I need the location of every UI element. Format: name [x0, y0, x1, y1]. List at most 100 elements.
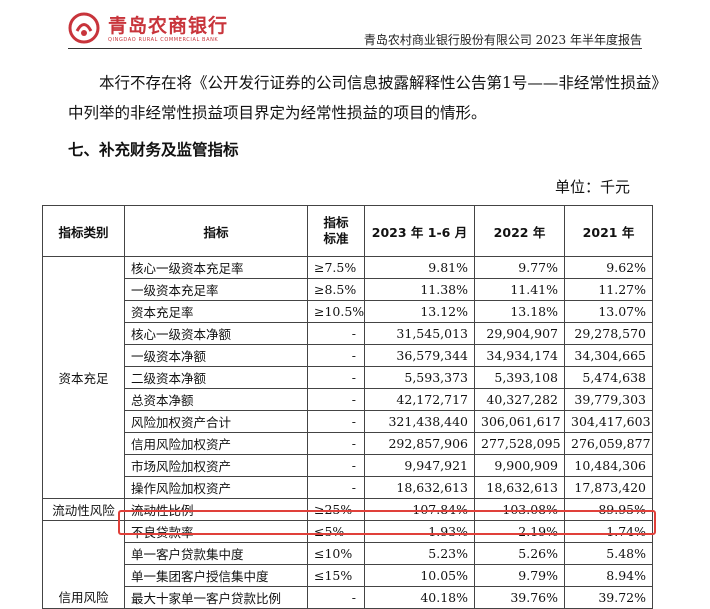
value-2021-cell: 13.07% [564, 300, 653, 323]
header-2022: 2022 年 [474, 205, 565, 257]
value-2023-cell: 1.93% [364, 520, 475, 543]
indicator-cell: 总资本净额 [124, 388, 308, 411]
indicator-cell: 操作风险加权资产 [124, 476, 308, 499]
npl-ratio-highlight [118, 510, 656, 535]
value-2023-cell: 9,947,921 [364, 454, 475, 477]
value-2022-cell: 277,528,095 [474, 432, 565, 455]
unit-label: 单位：千元 [555, 178, 631, 196]
paragraph-line-1: 本行不存在将《公开发行证券的公司信息披露解释性公告第1号——非经常性损益》 [99, 74, 667, 92]
header-divider [68, 48, 642, 49]
value-2021-cell: 39.72% [564, 586, 653, 609]
table-row: 流动性风险 流动性比例 ≥25% 107.84% 103.08% 89.95% [42, 498, 653, 521]
indicator-cell: 最大十家单一客户贷款比例 [124, 586, 308, 609]
value-2023-cell: 31,545,013 [364, 322, 475, 345]
header-standard-text: 指标 标准 [323, 215, 349, 246]
value-2021-cell: 9.62% [564, 256, 653, 279]
bank-logo: 青岛农商银行 QINGDAO RURAL COMMERCIAL BANK [68, 10, 268, 46]
value-2022-cell: 39.76% [474, 586, 565, 609]
category-liquidity: 流动性风险 [42, 498, 125, 521]
standard-cell: - [307, 410, 365, 433]
standard-cell: - [307, 322, 365, 345]
value-2021-cell: 5.48% [564, 542, 653, 565]
indicator-cell: 资本充足率 [124, 300, 308, 323]
standard-cell: - [307, 388, 365, 411]
table-row: 核心一级资本净额 - 31,545,013 29,904,907 29,278,… [43, 322, 653, 345]
table-row: 总资本净额 - 42,172,717 40,327,282 39,779,303 [43, 388, 653, 411]
indicator-cell: 二级资本净额 [124, 366, 308, 389]
value-2022-cell: 34,934,174 [474, 344, 565, 367]
value-2023-cell: 9.81% [364, 256, 475, 279]
header-2023h1: 2023 年 1-6 月 [364, 205, 475, 257]
table-row: 一级资本充足率 ≥8.5% 11.38% 11.41% 11.27% [43, 278, 653, 301]
value-2021-cell: 17,873,420 [564, 476, 653, 499]
value-2022-cell: 9.79% [474, 564, 565, 587]
table-row: 市场风险加权资产 - 9,947,921 9,900,909 10,484,30… [43, 454, 653, 477]
section-title: 七、补充财务及监管指标 [68, 141, 239, 159]
value-2021-cell: 39,779,303 [564, 388, 653, 411]
value-2021-cell: 29,278,570 [564, 322, 653, 345]
value-2022-cell: 5,393,108 [474, 366, 565, 389]
indicator-cell: 一级资本净额 [124, 344, 308, 367]
standard-cell: - [307, 586, 365, 609]
table-row: 风险加权资产合计 - 321,438,440 306,061,617 304,4… [43, 410, 653, 433]
value-2022-cell: 40,327,282 [474, 388, 565, 411]
value-2022-cell: 29,904,907 [474, 322, 565, 345]
indicator-cell: 核心一级资本净额 [124, 322, 308, 345]
value-2021-cell: 11.27% [564, 278, 653, 301]
value-2022-cell: 103.08% [474, 498, 565, 521]
value-2022-cell: 306,061,617 [474, 410, 565, 433]
table-row: 资本充足率 ≥10.5% 13.12% 13.18% 13.07% [43, 300, 653, 323]
logo-chinese-name: 青岛农商银行 [108, 15, 229, 37]
value-2021-cell: 5,474,638 [564, 366, 653, 389]
standard-cell: - [307, 366, 365, 389]
header-standard: 指标 标准 [307, 205, 365, 257]
value-2023-cell: 18,632,613 [364, 476, 475, 499]
value-2023-cell: 5.23% [364, 542, 475, 565]
header-indicator: 指标 [124, 205, 308, 257]
value-2023-cell: 13.12% [364, 300, 475, 323]
value-2023-cell: 292,857,906 [364, 432, 475, 455]
value-2023-cell: 42,172,717 [364, 388, 475, 411]
table-row: 信用风险 不良贷款率 ≤5% 1.93% 2.19% 1.74% [42, 520, 653, 609]
supplementary-indicators-table: 指标类别 指标 指标 标准 2023 年 1-6 月 2022 年 2021 年… [42, 205, 653, 609]
value-2021-cell: 10,484,306 [564, 454, 653, 477]
value-2021-cell: 8.94% [564, 564, 653, 587]
value-2023-cell: 5,593,373 [364, 366, 475, 389]
value-2023-cell: 36,579,344 [364, 344, 475, 367]
value-2021-cell: 34,304,665 [564, 344, 653, 367]
table-row: 一级资本净额 - 36,579,344 34,934,174 34,304,66… [43, 344, 653, 367]
value-2022-cell: 9,900,909 [474, 454, 565, 477]
header-category: 指标类别 [42, 205, 125, 257]
table-row: 二级资本净额 - 5,593,373 5,393,108 5,474,638 [43, 366, 653, 389]
indicator-cell: 单一客户贷款集中度 [124, 542, 308, 565]
standard-cell: - [307, 454, 365, 477]
table-header-row: 指标类别 指标 指标 标准 2023 年 1-6 月 2022 年 2021 年 [42, 205, 653, 257]
standard-cell: - [307, 432, 365, 455]
indicator-cell: 信用风险加权资产 [124, 432, 308, 455]
value-2023-cell: 40.18% [364, 586, 475, 609]
indicator-cell: 一级资本充足率 [124, 278, 308, 301]
category-capital: 资本充足 [42, 256, 125, 499]
page-header: 青岛农商银行 QINGDAO RURAL COMMERCIAL BANK 青岛农… [0, 0, 710, 52]
table-row: 最大十家单一客户贷款比例 - 40.18% 39.76% 39.72% [43, 586, 653, 609]
value-2023-cell: 11.38% [364, 278, 475, 301]
standard-cell: - [307, 476, 365, 499]
table-row: 资本充足 核心一级资本充足率 ≥7.5% 9.81% 9.77% 9.62% [42, 256, 653, 499]
report-title: 青岛农村商业银行股份有限公司 2023 年半年度报告 [363, 33, 642, 47]
table-row: 操作风险加权资产 - 18,632,613 18,632,613 17,873,… [43, 476, 653, 499]
value-2023-cell: 321,438,440 [364, 410, 475, 433]
value-2021-cell: 89.95% [564, 498, 653, 521]
value-2021-cell: 276,059,877 [564, 432, 653, 455]
table-row: 单一客户贷款集中度 ≤10% 5.23% 5.26% 5.48% [43, 542, 653, 565]
standard-cell: ≥7.5% [307, 256, 365, 279]
standard-cell: - [307, 344, 365, 367]
header-2021: 2021 年 [564, 205, 653, 257]
table-row: 单一集团客户授信集中度 ≤15% 10.05% 9.79% 8.94% [43, 564, 653, 587]
standard-cell: ≥10.5% [307, 300, 365, 323]
standard-cell: ≤10% [307, 542, 365, 565]
value-2022-cell: 5.26% [474, 542, 565, 565]
value-2023-cell: 10.05% [364, 564, 475, 587]
indicator-cell: 单一集团客户授信集中度 [124, 564, 308, 587]
paragraph-line-2: 中列举的非经常性损益项目界定为经常性损益的项目的情形。 [68, 104, 487, 122]
value-2022-cell: 11.41% [474, 278, 565, 301]
